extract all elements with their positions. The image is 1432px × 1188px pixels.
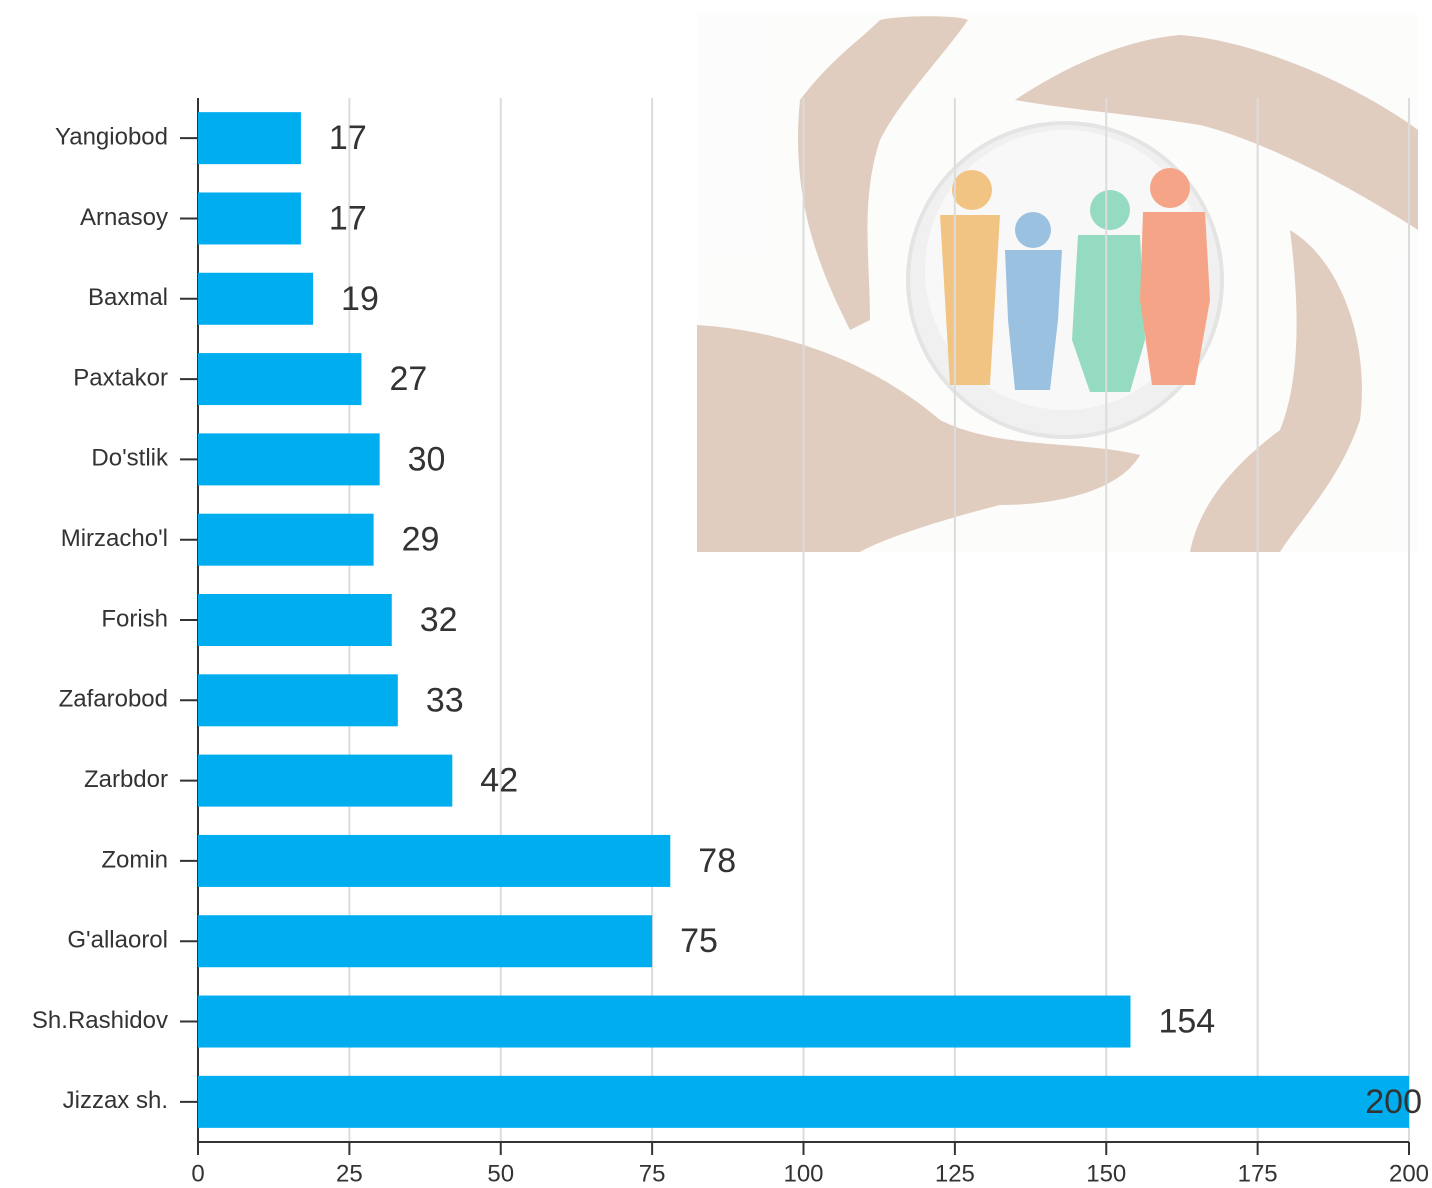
bar [198,513,374,566]
value-label: 29 [402,521,440,559]
y-tick-label: Mirzacho'l [61,525,168,552]
x-tick-label: 25 [336,1160,363,1187]
bar [198,594,392,646]
decorative-image [697,13,1418,552]
value-label: 78 [698,842,736,880]
hand-top-left [798,16,968,330]
bar [198,915,653,968]
x-tick-label: 200 [1389,1160,1429,1187]
bars: Yangiobod 17 Arnasoy 17 Baxmal 19 Paxtakor 27 Do… [32,112,1422,1128]
y-tick-label: Forish [101,605,168,632]
value-label: 32 [420,601,458,639]
value-label: 200 [1365,1083,1422,1121]
hand-bottom-left [697,325,1140,552]
hand-top-right [1015,35,1418,230]
y-tick-label: Do'stlik [91,445,169,472]
bar [198,353,362,406]
x-tick-label: 75 [639,1160,666,1187]
x-tick-label: 125 [935,1160,975,1187]
bar [198,112,301,165]
y-tick-label: Zafarobod [59,686,168,713]
x-tick-label: 50 [487,1160,514,1187]
x-tick-label: 100 [783,1160,823,1187]
value-label: 27 [389,360,427,398]
y-tick-label: Arnasoy [80,204,168,231]
x-tick-label: 175 [1238,1160,1278,1187]
value-label: 154 [1158,1003,1215,1041]
bar [198,834,671,887]
value-label: 42 [480,762,518,800]
y-tick-label: G'allaorol [67,927,168,954]
y-tick-label: Sh.Rashidov [32,1007,168,1034]
value-label: 19 [341,280,379,318]
value-label: 33 [426,681,464,719]
value-label: 75 [680,922,718,960]
x-tick-label: 0 [191,1160,204,1187]
bar [198,674,398,727]
y-tick-label: Paxtakor [73,364,168,391]
bar [198,433,380,486]
y-tick-label: Zomin [101,846,168,873]
y-tick-label: Jizzax sh. [63,1087,168,1114]
bar [198,754,453,807]
hand-bottom-right [1190,230,1362,552]
grid: 0 25 50 75 100 125 150 175 200 [191,98,1429,1187]
value-label: 17 [329,199,367,237]
bar [198,272,314,325]
bar [198,995,1131,1048]
bar [198,192,301,245]
y-tick-label: Zarbdor [84,766,168,793]
value-label: 17 [329,119,367,157]
value-label: 30 [408,440,446,478]
x-tick-label: 150 [1086,1160,1126,1187]
bar [198,1075,1409,1128]
y-tick-label: Baxmal [88,284,168,311]
y-tick-label: Yangiobod [55,123,168,150]
